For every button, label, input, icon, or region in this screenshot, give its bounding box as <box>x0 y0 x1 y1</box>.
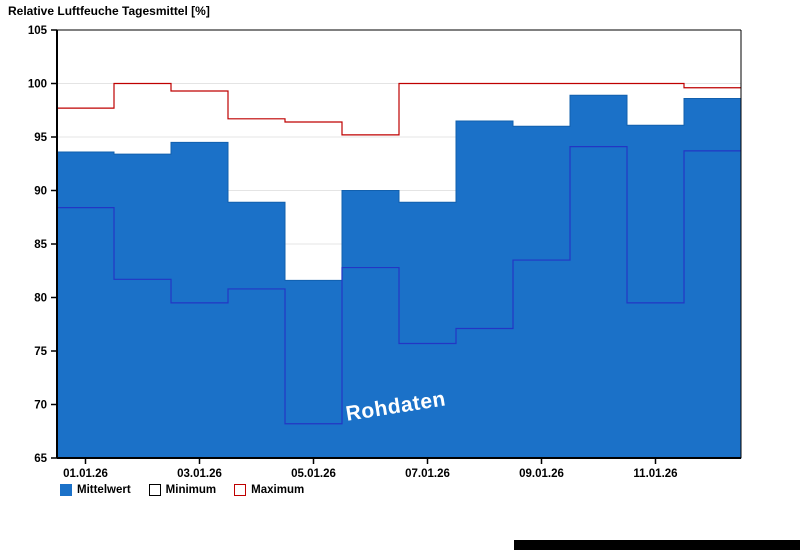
y-tick-label: 95 <box>34 132 47 144</box>
y-tick-label: 100 <box>28 79 47 91</box>
y-tick-label: 75 <box>34 346 47 358</box>
chart-title: Relative Luftfeuche Tagesmittel [%] <box>8 4 210 18</box>
y-tick-label: 70 <box>34 400 47 412</box>
minimum-swatch-icon <box>148 484 161 496</box>
x-tick-label: 09.01.26 <box>519 468 564 480</box>
legend-label-mittelwert: Mittelwert <box>77 484 131 496</box>
x-tick-label: 11.01.26 <box>633 468 677 480</box>
legend: Mittelwert Minimum Maximum <box>60 484 304 496</box>
x-tick-label: 07.01.26 <box>405 468 450 480</box>
minimum-line <box>57 146 741 425</box>
legend-label-maximum: Maximum <box>251 484 305 496</box>
legend-item-minimum: Minimum <box>148 484 217 496</box>
maximum-swatch-icon <box>234 484 247 496</box>
maximum-line <box>57 82 741 136</box>
y-tick-label: 65 <box>34 453 47 465</box>
y-tick-label: 85 <box>34 239 47 251</box>
x-tick-label: 03.01.26 <box>177 468 222 480</box>
legend-item-mittelwert: Mittelwert <box>60 484 131 496</box>
mittelwert-swatch-icon <box>60 484 72 496</box>
background-window-fragment <box>514 540 800 550</box>
y-tick-label: 105 <box>28 25 48 37</box>
x-tick-label: 05.01.26 <box>291 468 336 480</box>
x-tick-label: 01.01.26 <box>63 468 108 480</box>
legend-item-maximum: Maximum <box>234 484 304 496</box>
y-tick-label: 90 <box>34 186 47 198</box>
legend-label-minimum: Minimum <box>165 484 217 496</box>
y-tick-label: 80 <box>34 293 47 305</box>
